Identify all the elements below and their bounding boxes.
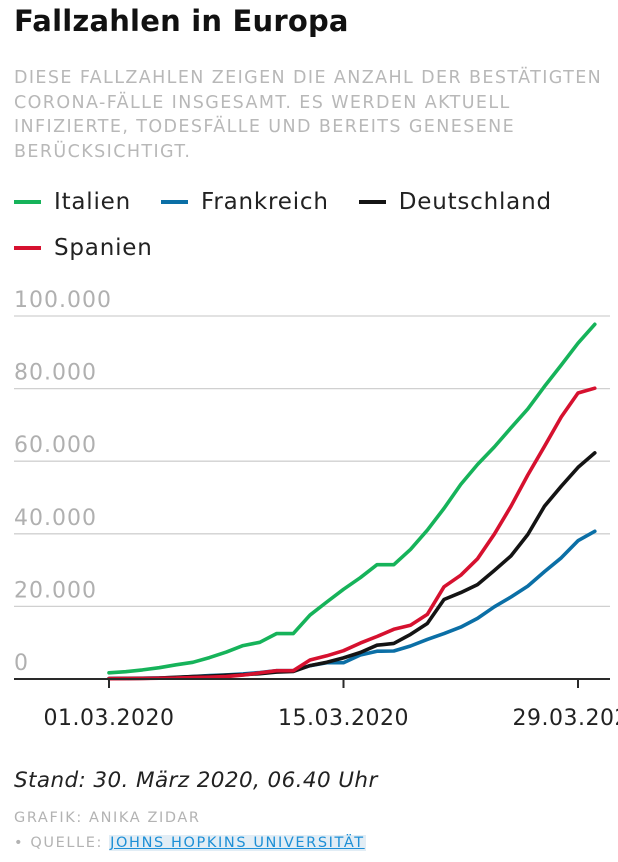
legend-swatch — [161, 200, 189, 204]
timestamp-note: Stand: 30. März 2020, 06.40 Uhr — [14, 768, 378, 793]
source-line: • QUELLE: JOHNS HOPKINS UNIVERSITÄT — [14, 835, 366, 851]
y-tick-label: 80.000 — [14, 361, 97, 386]
series-line-spanien — [107, 386, 597, 681]
y-tick-label: 40.000 — [14, 506, 97, 531]
chart-legend: Italien Frankreich Deutschland Spanien — [14, 186, 614, 278]
legend-item-frankreich: Frankreich — [161, 186, 329, 218]
source-link[interactable]: JOHNS HOPKINS UNIVERSITÄT — [109, 835, 366, 851]
legend-swatch — [358, 200, 386, 204]
y-tick-label: 100.000 — [14, 288, 112, 313]
legend-label: Deutschland — [398, 189, 552, 215]
x-tick-label: 15.03.2020 — [278, 706, 409, 731]
y-tick-label: 60.000 — [14, 433, 97, 458]
graphic-credit: GRAFIK: ANIKA ZIDAR — [14, 810, 201, 826]
chart-description: Diese Fallzahlen zeigen die Anzahl der b… — [14, 68, 603, 162]
legend-item-italien: Italien — [14, 186, 131, 218]
x-tick-label: 29.03.2020 — [513, 706, 618, 731]
x-tick-label: 01.03.2020 — [44, 706, 175, 731]
y-tick-label: 20.000 — [14, 578, 97, 603]
legend-label: Frankreich — [201, 189, 329, 215]
legend-item-spanien: Spanien — [14, 232, 153, 264]
legend-label: Spanien — [54, 235, 153, 261]
legend-swatch — [14, 246, 41, 250]
legend-item-deutschland: Deutschland — [358, 186, 552, 218]
legend-swatch — [14, 200, 41, 204]
line-chart: 0 20.000 40.000 60.000 80.000 100.000 01.03.20… — [14, 288, 618, 731]
source-prefix: • QUELLE: — [14, 835, 110, 851]
series-line-italien — [107, 322, 597, 675]
page-title: Fallzahlen in Europa — [14, 4, 349, 38]
legend-label: Italien — [54, 189, 132, 215]
y-tick-label: 0 — [14, 651, 29, 676]
